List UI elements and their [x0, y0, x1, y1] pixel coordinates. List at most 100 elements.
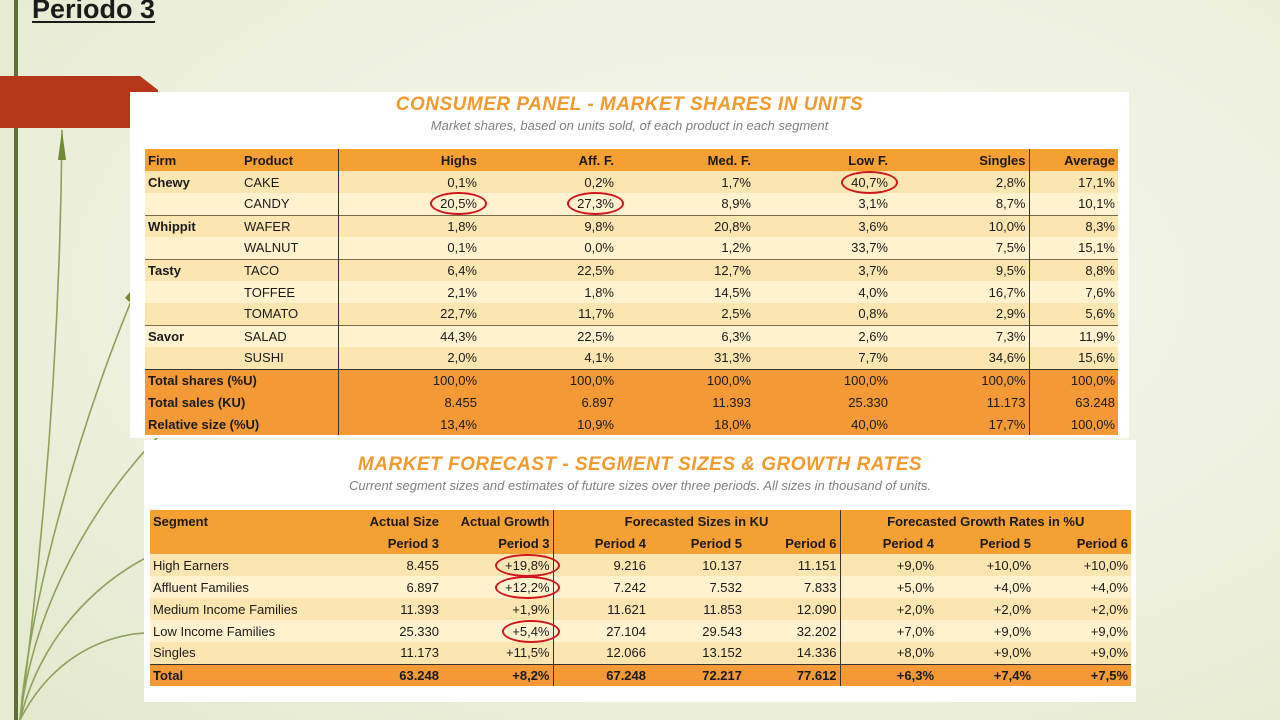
share-cell: 7,3% — [891, 324, 1030, 347]
share-cell: 11,7% — [578, 306, 614, 322]
share-cell: 12,7% — [617, 258, 754, 281]
header-blank — [150, 532, 350, 554]
total-label: Total sales (KU) — [145, 391, 339, 413]
firm-cell — [145, 193, 241, 215]
header-period: Period 3 — [387, 535, 439, 551]
firm-cell: Savor — [145, 324, 241, 347]
share-cell: 8,9% — [721, 196, 751, 212]
share-cell: 44,3% — [338, 324, 480, 347]
total-value: +7,5% — [1034, 663, 1132, 686]
value-cell: +9,0% — [1090, 623, 1129, 639]
total-value: 63.248 — [1075, 394, 1115, 410]
value-cell: 7.532 — [709, 579, 742, 595]
product-cell: SALAD — [241, 324, 339, 347]
share-cell: 20,5% — [338, 192, 487, 216]
total-value: 72.217 — [649, 663, 745, 686]
product-cell: TACO — [241, 258, 339, 281]
share-cell: 6,4% — [338, 258, 480, 281]
table-header-row: Segment Actual Size Actual Growth Foreca… — [150, 510, 1132, 532]
value-cell: +8,0% — [896, 645, 935, 661]
value-cell: 9.216 — [613, 557, 646, 573]
total-value: +7,4% — [937, 663, 1035, 686]
share-cell: 0,1% — [447, 240, 477, 256]
header-firm: Firm — [148, 152, 177, 168]
share-cell: 2,8% — [891, 171, 1030, 193]
share-cell: 8,7% — [891, 193, 1030, 215]
share-cell: 16,7% — [891, 281, 1030, 303]
share-cell: 11,9% — [1029, 324, 1118, 347]
value-cell: +9,0% — [993, 623, 1032, 639]
value-cell: 10.137 — [702, 557, 742, 573]
segment-forecast-table: Segment Actual Size Actual Growth Foreca… — [150, 510, 1132, 686]
table-row: WALNUT 0,1% 0,0% 1,2% 33,7% 7,5% 15,1% — [145, 237, 1118, 259]
total-value: 18,0% — [714, 416, 751, 432]
segment-cell: Medium Income Families — [153, 601, 298, 617]
value-cell: 11.173 — [400, 645, 439, 661]
value-cell: +2,0% — [993, 601, 1032, 617]
total-value: 100,0% — [617, 368, 754, 391]
table-row: Medium Income Families 11.393 +1,9% 11.621 1… — [150, 598, 1132, 620]
total-value: 100,0% — [1070, 416, 1115, 432]
table-header-row: Firm Product Highs Aff. F. Med. F. Low F… — [145, 149, 1118, 171]
header-period: Period 4 — [594, 535, 646, 551]
firm-cell: Chewy — [148, 174, 190, 190]
value-cell: 12.066 — [606, 645, 646, 661]
value-cell: 7.242 — [613, 579, 646, 595]
share-cell: 15,6% — [1078, 350, 1115, 366]
consumer-panel-subtitle: Market shares, based on units sold, of e… — [430, 118, 829, 133]
share-cell: 3,1% — [858, 196, 888, 212]
market-forecast-panel: MARKET FORECAST - SEGMENT SIZES & GROWTH… — [144, 440, 1136, 702]
share-cell: 0,2% — [584, 174, 614, 190]
share-cell: 7,6% — [1085, 284, 1115, 300]
total-row: Total shares (%U) 100,0% 100,0% 100,0% 100,0… — [145, 368, 1118, 391]
share-cell: 2,9% — [891, 303, 1030, 325]
header-actual-size: Actual Size — [369, 513, 439, 529]
total-value: 100,0% — [338, 368, 480, 391]
share-cell: 2,5% — [721, 306, 751, 322]
share-cell: 0,0% — [584, 240, 614, 256]
value-cell: 7.833 — [745, 576, 841, 598]
total-label: Total shares (%U) — [145, 368, 339, 391]
value-cell: 11.621 — [607, 601, 646, 617]
value-cell: 12.090 — [745, 598, 841, 620]
value-cell: 11.853 — [703, 601, 742, 617]
total-value: 63.248 — [350, 663, 442, 686]
market-shares-table: Firm Product Highs Aff. F. Med. F. Low F… — [145, 149, 1118, 435]
share-cell: 8,3% — [1029, 214, 1118, 237]
value-cell: 27.104 — [606, 623, 646, 639]
share-cell: 17,1% — [1078, 174, 1115, 190]
share-cell: 7,5% — [891, 237, 1030, 259]
share-cell: 3,6% — [754, 214, 891, 237]
total-value: 67.248 — [553, 663, 649, 686]
share-cell: 1,8% — [338, 214, 480, 237]
total-value: 6.897 — [581, 394, 614, 410]
table-row: Savor SALAD 44,3% 22,5% 6,3% 2,6% 7,3% 11,9% — [145, 324, 1118, 347]
total-value: 100,0% — [480, 368, 617, 391]
total-row: Total sales (KU) 8.455 6.897 11.393 25.330 11… — [145, 391, 1118, 413]
total-value: 10,9% — [577, 416, 614, 432]
total-value: 100,0% — [891, 368, 1030, 391]
share-cell: 9,5% — [891, 258, 1030, 281]
header-highs: Highs — [440, 152, 477, 168]
firm-cell — [145, 303, 241, 325]
header-low: Low F. — [848, 152, 888, 168]
value-cell: +9,0% — [1090, 645, 1129, 661]
slide-heading: Periodo 3 — [32, 0, 156, 24]
product-cell: SUSHI — [241, 347, 339, 369]
header-med: Med. F. — [707, 152, 751, 168]
total-value: 11.173 — [891, 391, 1030, 413]
value-cell: 29.543 — [702, 623, 742, 639]
header-period: Period 5 — [690, 535, 742, 551]
share-cell: 34,6% — [891, 347, 1030, 369]
value-cell: 11.151 — [745, 554, 841, 576]
share-cell: 33,7% — [851, 240, 888, 256]
share-cell: 6,3% — [617, 324, 754, 347]
table-row: Low Income Families 25.330 +5,4% 27.104 29.5… — [150, 619, 1132, 643]
value-cell: +9,0% — [993, 645, 1032, 661]
share-cell: 22,5% — [480, 324, 617, 347]
share-cell: 15,1% — [1078, 240, 1115, 256]
header-period: Period 6 — [745, 532, 841, 554]
value-cell: +10,0% — [986, 557, 1032, 573]
product-cell: WALNUT — [241, 237, 339, 259]
product-cell: TOMATO — [241, 303, 339, 325]
